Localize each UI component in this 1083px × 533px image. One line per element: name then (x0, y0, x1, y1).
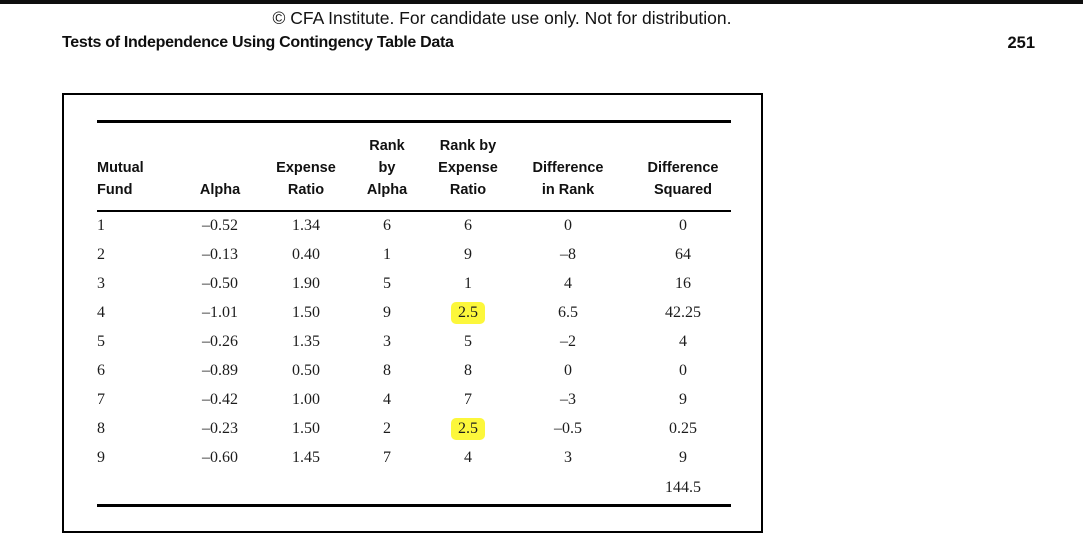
column-header-difference-squared: Difference Squared (635, 121, 731, 213)
table-cell: 5 (464, 332, 472, 350)
table-cell: 42.25 (665, 303, 701, 321)
table-cell: –8 (560, 245, 576, 263)
table-cell: 8 (464, 361, 472, 379)
table-header: Mutual Fund Alpha Expense Ratio Rank by … (97, 121, 731, 213)
table-cell: 4 (464, 448, 472, 466)
highlighted-value: 2.5 (451, 301, 485, 324)
highlighted-value: 2.5 (451, 417, 485, 440)
table-cell: 8 (97, 419, 105, 437)
table-row: 2 –0.13 0.40 1 9 –8 64 (97, 240, 731, 269)
table-cell: –0.60 (202, 448, 238, 466)
rank-correlation-table: Mutual Fund Alpha Expense Ratio Rank by … (97, 120, 731, 507)
page-number: 251 (1007, 34, 1035, 52)
table-cell: 3 (564, 448, 572, 466)
table-cell: –0.50 (202, 274, 238, 292)
table-cell: 1 (464, 274, 472, 292)
table-cell: 1 (97, 217, 105, 235)
total-row: 144.5 (97, 472, 731, 505)
table-cell: 5 (383, 274, 391, 292)
table-body: 1 –0.52 1.34 6 6 0 0 2 –0.13 0.40 1 9 –8 64 3 –0.50 1.90… (97, 211, 731, 472)
table-cell: –2 (560, 332, 576, 350)
table-row: 5 –0.26 1.35 3 5 –2 4 (97, 327, 731, 356)
table-cell: 1.35 (292, 332, 320, 350)
table-cell: 1 (383, 245, 391, 263)
page-top-rule (0, 0, 1083, 4)
table-cell: –0.89 (202, 361, 238, 379)
table-cell: 1.45 (292, 448, 320, 466)
table-cell: 1.50 (292, 419, 320, 437)
table-cell: 6 (97, 361, 105, 379)
table-cell: –0.26 (202, 332, 238, 350)
table-row: 8 –0.23 1.50 2 2.5 –0.5 0.25 (97, 414, 731, 443)
column-header-mutual-fund: Mutual Fund (97, 121, 167, 213)
table-cell: 1.00 (292, 390, 320, 408)
table-row: 9 –0.60 1.45 7 4 3 9 (97, 443, 731, 472)
table-row: 1 –0.52 1.34 6 6 0 0 (97, 211, 731, 240)
column-header-rank-by-expense-ratio: Rank by Expense Ratio (435, 121, 501, 213)
section-title: Tests of Independence Using Contingency … (62, 34, 454, 51)
table-cell: 4 (679, 332, 687, 350)
copyright-notice: © CFA Institute. For candidate use only.… (272, 8, 732, 28)
table-cell: 6 (464, 217, 472, 235)
table-cell: –0.42 (202, 390, 238, 408)
table-cell: –0.13 (202, 245, 238, 263)
table-cell: 1.50 (292, 303, 320, 321)
column-header-rank-by-alpha: Rank by Alpha (339, 121, 435, 213)
column-header-expense-ratio: Expense Ratio (273, 121, 339, 213)
table-cell: 7 (97, 390, 105, 408)
table-cell: 1.34 (292, 217, 320, 235)
table-cell: 6 (383, 217, 391, 235)
table-cell: 64 (675, 245, 691, 263)
total-difference-squared: 144.5 (665, 478, 701, 496)
table-cell: 2 (383, 419, 391, 437)
table-row: 7 –0.42 1.00 4 7 –3 9 (97, 385, 731, 414)
table-cell: –3 (560, 390, 576, 408)
table-cell: 2 (97, 245, 105, 263)
table-cell: 6.5 (558, 303, 578, 321)
header-row: Mutual Fund Alpha Expense Ratio Rank by … (97, 121, 731, 213)
table-row: 3 –0.50 1.90 5 1 4 16 (97, 269, 731, 298)
table-cell: 9 (679, 390, 687, 408)
table-cell: 0 (564, 361, 572, 379)
table-cell: 9 (97, 448, 105, 466)
table-cell: 8 (383, 361, 391, 379)
table-cell: 0.25 (669, 419, 697, 437)
table-cell: 1.90 (292, 274, 320, 292)
table-cell: 4 (97, 303, 105, 321)
table-cell: 4 (564, 274, 572, 292)
table-cell: 3 (97, 274, 105, 292)
table-cell: 0.40 (292, 245, 320, 263)
table-cell: 9 (464, 245, 472, 263)
table-row: 4 –1.01 1.50 9 2.5 6.5 42.25 (97, 298, 731, 327)
table-cell: 7 (464, 390, 472, 408)
table-cell: 0.50 (292, 361, 320, 379)
table-cell: 0 (679, 217, 687, 235)
table-cell: 0 (564, 217, 572, 235)
table-cell: 9 (383, 303, 391, 321)
table-cell: –1.01 (202, 303, 238, 321)
table-cell: 2.5 (435, 298, 501, 327)
table-cell: 5 (97, 332, 105, 350)
table-cell: 0 (679, 361, 687, 379)
table-cell: –0.5 (554, 419, 582, 437)
column-header-alpha: Alpha (167, 121, 273, 213)
table-cell: 4 (383, 390, 391, 408)
table-row: 6 –0.89 0.50 8 8 0 0 (97, 356, 731, 385)
table-cell: 2.5 (435, 414, 501, 443)
column-header-difference-in-rank: Difference in Rank (501, 121, 635, 213)
table-cell: 3 (383, 332, 391, 350)
table-cell: 7 (383, 448, 391, 466)
exhibit-box: Mutual Fund Alpha Expense Ratio Rank by … (62, 93, 763, 533)
table-footer: 144.5 (97, 472, 731, 505)
table-cell: –0.52 (202, 217, 238, 235)
table-cell: 9 (679, 448, 687, 466)
table-cell: –0.23 (202, 419, 238, 437)
table-cell: 16 (675, 274, 691, 292)
